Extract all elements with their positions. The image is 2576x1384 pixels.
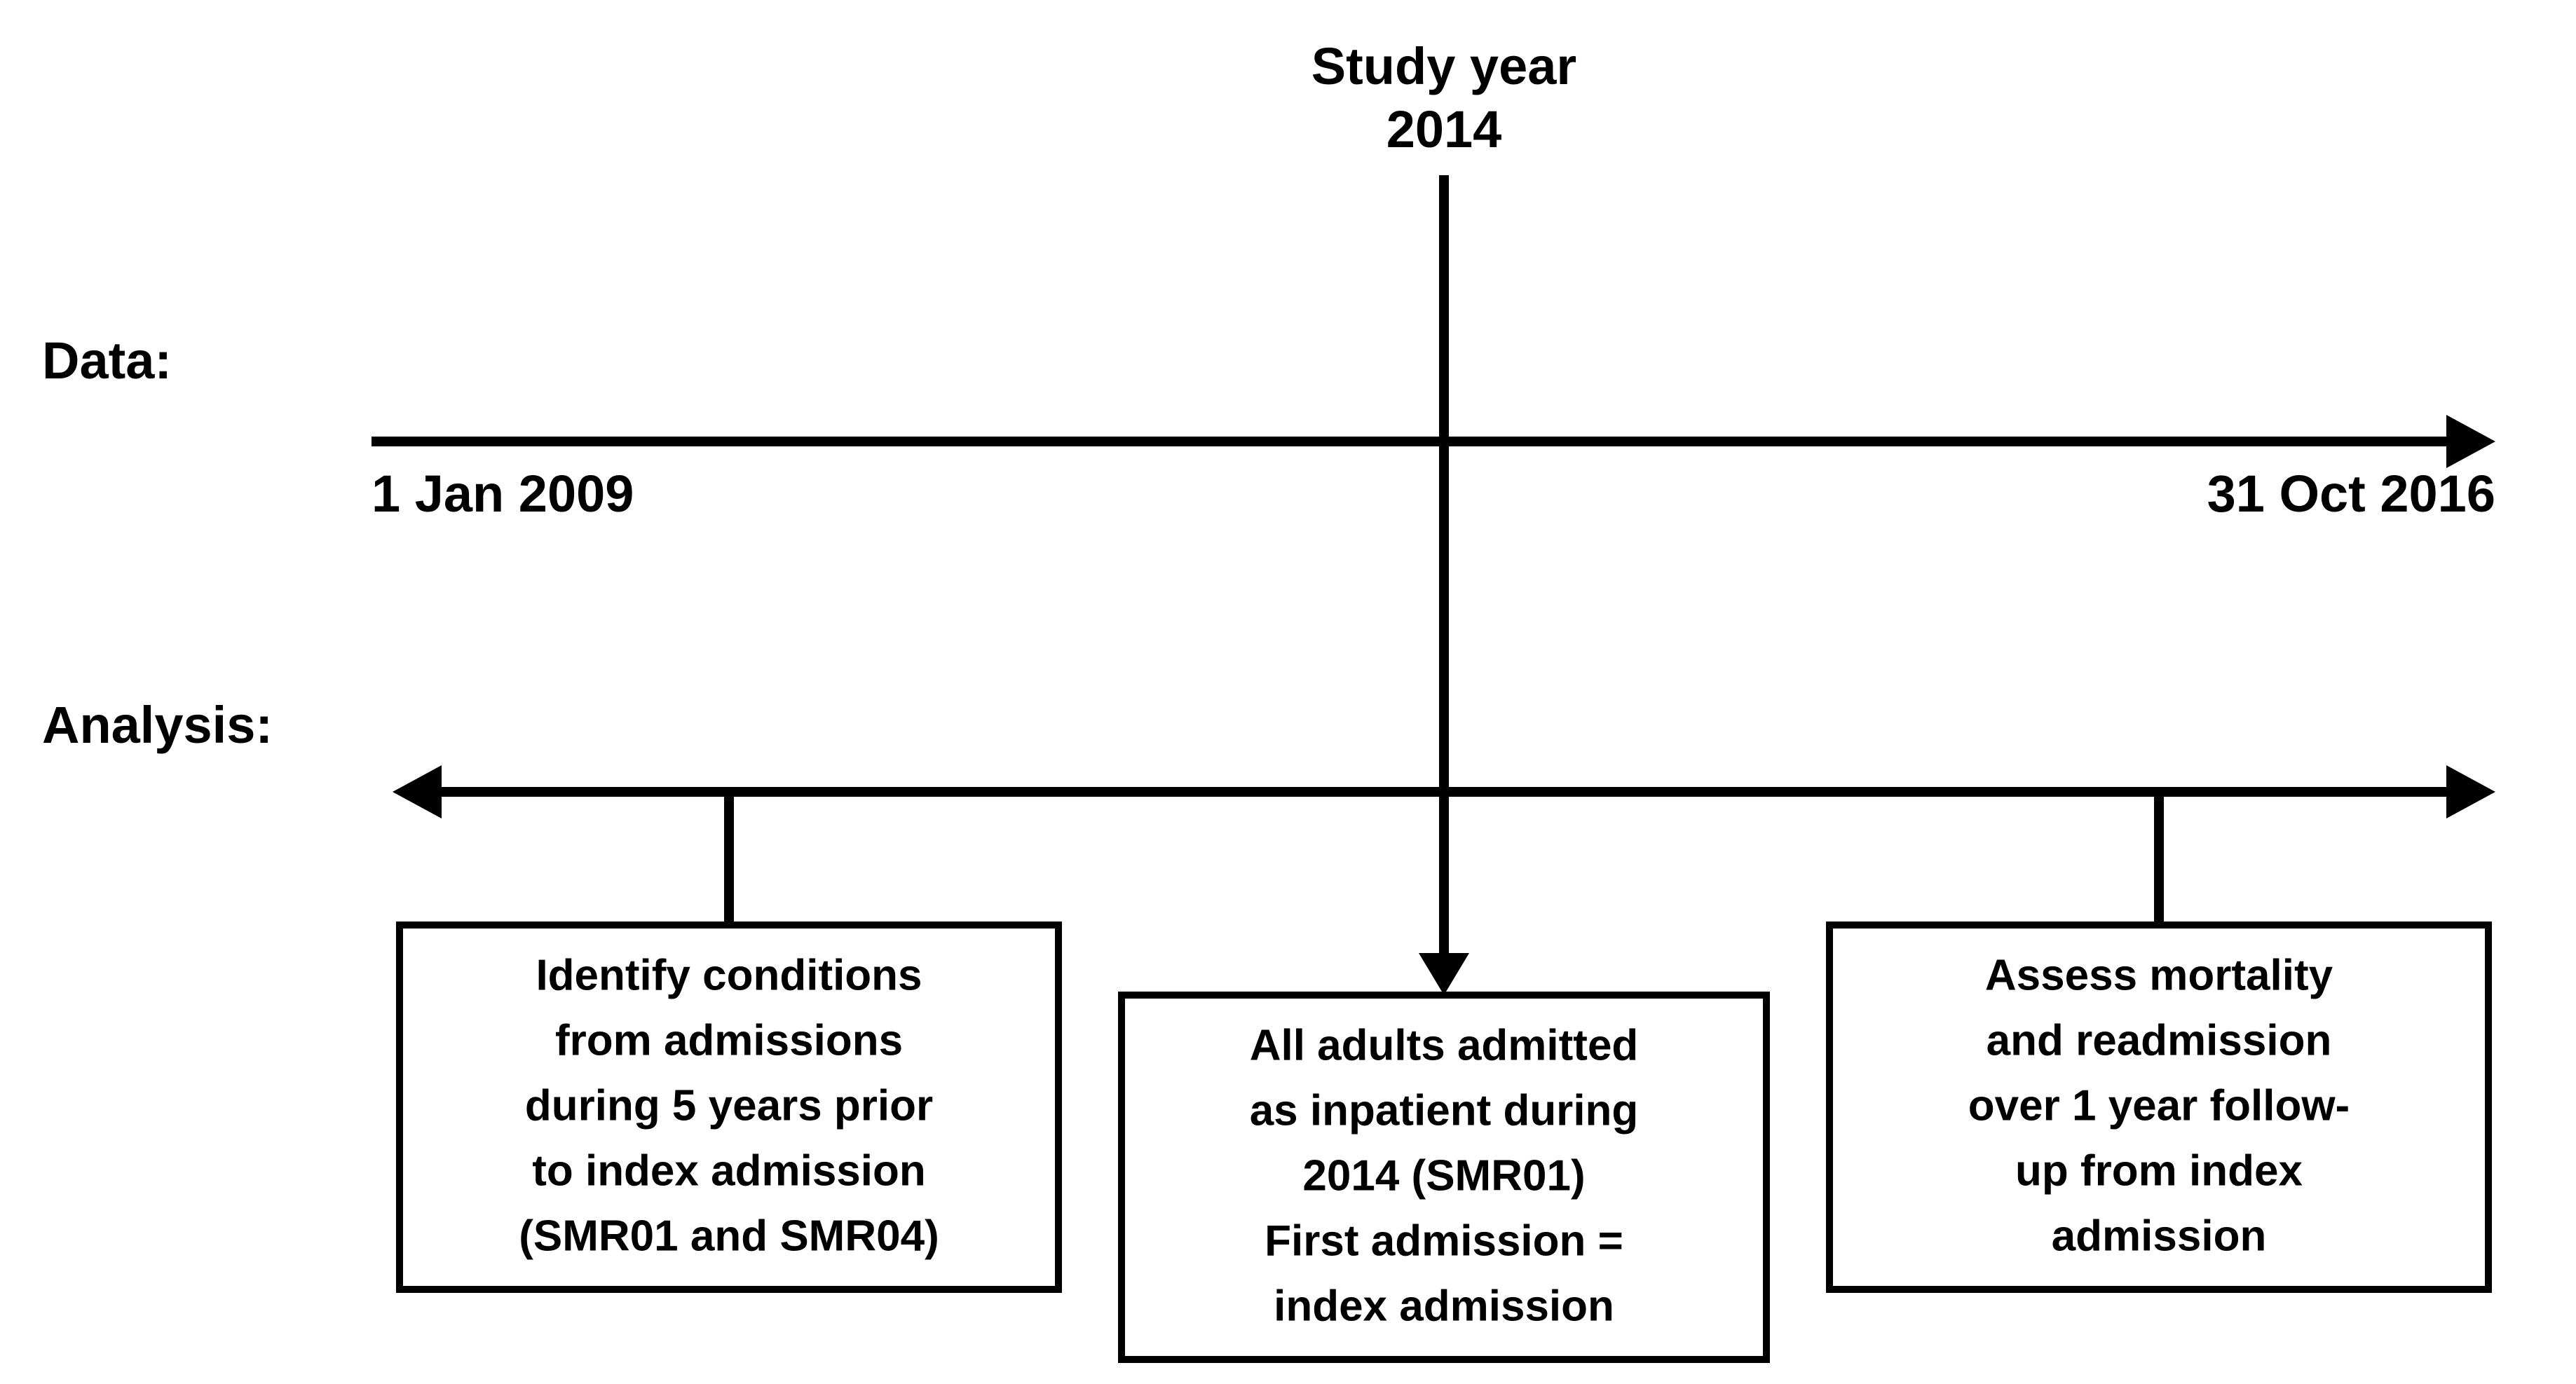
study-year-label: Study year: [1311, 37, 1576, 95]
box-index-admission-line: First admission =: [1265, 1217, 1623, 1266]
arrowhead-down-icon: [1419, 953, 1469, 995]
arrowhead-right-icon: [2446, 415, 2495, 468]
box-identify-conditions-line: (SMR01 and SMR04): [519, 1212, 939, 1261]
box-assess-outcomes-line: admission: [2052, 1212, 2267, 1261]
box-assess-outcomes-line: over 1 year follow-: [1968, 1082, 2350, 1130]
box-index-admission-line: index admission: [1274, 1282, 1614, 1331]
timeline-end-label: 31 Oct 2016: [2207, 465, 2495, 523]
study-year-value: 2014: [1386, 100, 1502, 158]
section-analysis-label: Analysis:: [42, 696, 273, 754]
timeline-start-label: 1 Jan 2009: [372, 465, 634, 523]
box-identify-conditions-line: from admissions: [555, 1017, 903, 1065]
box-identify-conditions-line: Identify conditions: [536, 952, 922, 1000]
box-identify-conditions-line: during 5 years prior: [525, 1082, 933, 1130]
arrowhead-left-icon: [393, 765, 442, 818]
box-identify-conditions-line: to index admission: [532, 1147, 926, 1195]
box-index-admission-line: 2014 (SMR01): [1302, 1152, 1585, 1200]
box-assess-outcomes-line: Assess mortality: [1985, 952, 2333, 1000]
arrowhead-right-icon: [2446, 765, 2495, 818]
box-assess-outcomes-line: and readmission: [1986, 1017, 2332, 1065]
box-index-admission-line: All adults admitted: [1250, 1022, 1639, 1070]
section-data-label: Data:: [42, 331, 172, 390]
box-assess-outcomes-line: up from index: [2015, 1147, 2303, 1195]
box-index-admission-line: as inpatient during: [1250, 1087, 1639, 1135]
